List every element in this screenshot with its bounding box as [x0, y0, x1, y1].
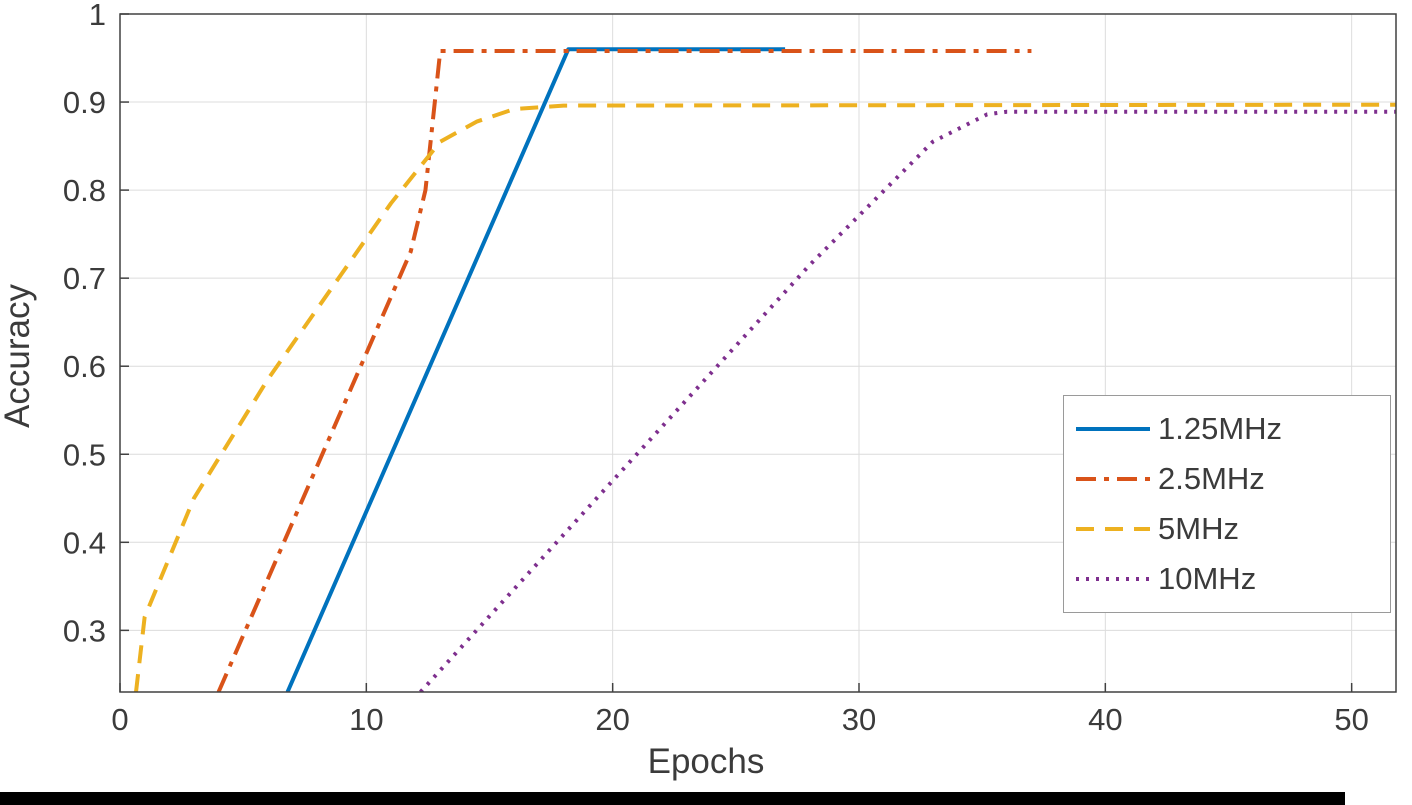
bottom-border-bar	[0, 792, 1345, 805]
y-tick-label: 0.4	[63, 525, 106, 560]
series-line-2.5MHz	[216, 48, 1032, 692]
axes-box	[119, 13, 1397, 693]
legend-line-sample	[1076, 527, 1150, 531]
x-tick-label: 10	[349, 702, 383, 737]
legend-label: 2.5MHz	[1158, 461, 1265, 496]
legend-line-sample	[1076, 477, 1150, 481]
x-tick-label: 20	[595, 702, 629, 737]
legend-label: 10MHz	[1158, 561, 1257, 596]
y-tick-label: 0.9	[63, 85, 106, 120]
legend-line-sample	[1076, 427, 1150, 431]
x-tick-label: 50	[1334, 702, 1368, 737]
y-tick-label: 0.3	[63, 613, 106, 648]
y-tick-label: 0.5	[63, 437, 106, 472]
y-tick-label: 1	[89, 0, 106, 32]
y-tick-label: 0.7	[63, 261, 106, 296]
y-tick-label: 0.8	[63, 173, 106, 208]
legend-item-2.5MHz: 2.5MHz	[1074, 454, 1390, 504]
legend-item-5MHz: 5MHz	[1074, 504, 1390, 554]
legend-item-1.25MHz: 1.25MHz	[1074, 404, 1390, 454]
x-tick-label: 30	[842, 702, 876, 737]
x-tick-label: 40	[1088, 702, 1122, 737]
x-axis-label: Epochs	[647, 742, 765, 781]
series-line-10MHz	[419, 109, 1396, 692]
series-line-5MHz	[134, 102, 1396, 692]
legend: 1.25MHz 2.5MHz 5MHz 10MHz	[1063, 395, 1391, 613]
x-tick-label: 0	[111, 702, 128, 737]
series-line-1.25MHz	[285, 47, 786, 692]
legend-label: 1.25MHz	[1158, 411, 1283, 446]
y-axis-label: Accuracy	[0, 284, 37, 428]
legend-item-10MHz: 10MHz	[1074, 554, 1390, 604]
y-tick-label: 0.6	[63, 349, 106, 384]
legend-label: 5MHz	[1158, 511, 1239, 546]
legend-line-sample	[1076, 577, 1150, 581]
